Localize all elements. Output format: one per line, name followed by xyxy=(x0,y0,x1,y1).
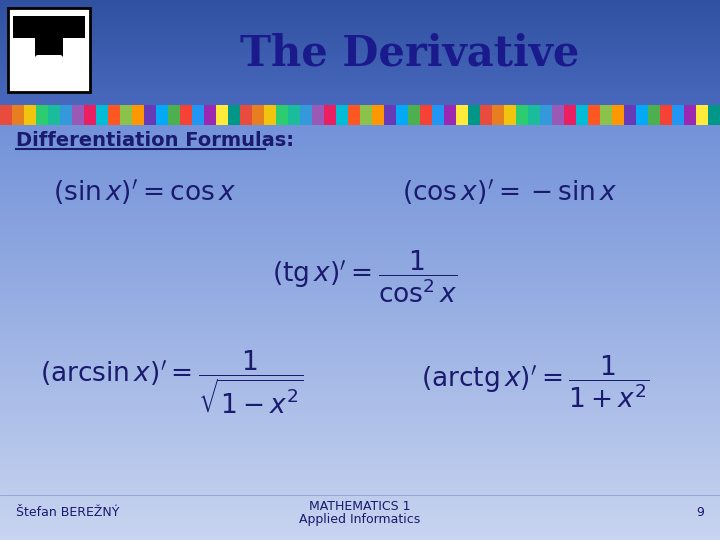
Bar xyxy=(300,105,312,125)
Bar xyxy=(144,105,156,125)
Bar xyxy=(108,105,120,125)
Text: $(\arcsin x)^{\prime} = \dfrac{1}{\sqrt{1-x^2}}$: $(\arcsin x)^{\prime} = \dfrac{1}{\sqrt{… xyxy=(40,348,304,415)
Bar xyxy=(0,0,720,110)
Bar xyxy=(600,105,613,125)
Bar xyxy=(24,105,37,125)
FancyBboxPatch shape xyxy=(35,55,63,85)
Bar xyxy=(408,105,420,125)
Bar xyxy=(276,105,289,125)
Bar xyxy=(288,105,300,125)
Bar xyxy=(396,105,408,125)
Bar xyxy=(540,105,552,125)
Bar xyxy=(132,105,145,125)
Bar xyxy=(180,105,192,125)
Bar xyxy=(696,105,708,125)
Text: The Derivative: The Derivative xyxy=(240,32,580,74)
Text: Štefan BEREŽNÝ: Štefan BEREŽNÝ xyxy=(16,505,120,518)
Text: MATHEMATICS 1: MATHEMATICS 1 xyxy=(310,501,410,514)
Bar xyxy=(336,105,348,125)
Bar xyxy=(468,105,480,125)
Bar xyxy=(252,105,264,125)
Bar xyxy=(156,105,168,125)
Bar xyxy=(432,105,444,125)
Text: $(\cos x)^{\prime} = -\sin x$: $(\cos x)^{\prime} = -\sin x$ xyxy=(402,177,618,207)
Bar xyxy=(684,105,696,125)
Bar xyxy=(504,105,516,125)
Bar xyxy=(480,105,492,125)
Bar xyxy=(48,105,60,125)
Bar xyxy=(12,105,24,125)
Bar xyxy=(96,105,109,125)
Bar xyxy=(0,105,12,125)
Bar xyxy=(264,105,276,125)
Text: $(\mathrm{arctg}\, x)^{\prime} = \dfrac{1}{1+x^2}$: $(\mathrm{arctg}\, x)^{\prime} = \dfrac{… xyxy=(421,354,649,410)
Bar xyxy=(564,105,577,125)
Bar xyxy=(444,105,456,125)
Text: Applied Informatics: Applied Informatics xyxy=(300,514,420,526)
Bar xyxy=(624,105,636,125)
Bar xyxy=(240,105,253,125)
Bar xyxy=(708,105,720,125)
Bar xyxy=(192,105,204,125)
Bar xyxy=(384,105,397,125)
Bar xyxy=(60,105,73,125)
Bar xyxy=(216,105,228,125)
Bar xyxy=(312,105,325,125)
Bar xyxy=(672,105,685,125)
Bar xyxy=(204,105,217,125)
Bar xyxy=(228,105,240,125)
Bar xyxy=(456,105,469,125)
Bar xyxy=(72,105,84,125)
Bar xyxy=(8,8,90,92)
Bar xyxy=(648,105,660,125)
Bar xyxy=(516,105,528,125)
Bar xyxy=(36,105,48,125)
Text: $(\sin x)^{\prime} = \cos x$: $(\sin x)^{\prime} = \cos x$ xyxy=(53,177,237,207)
Bar xyxy=(492,105,505,125)
Bar xyxy=(360,105,372,125)
Bar xyxy=(420,105,433,125)
Bar xyxy=(372,105,384,125)
Bar xyxy=(35,36,63,80)
Bar xyxy=(588,105,600,125)
Text: 9: 9 xyxy=(696,505,704,518)
Bar xyxy=(168,105,181,125)
Bar xyxy=(576,105,588,125)
Bar xyxy=(636,105,649,125)
Bar xyxy=(120,105,132,125)
Bar xyxy=(612,105,624,125)
Bar xyxy=(552,105,564,125)
Bar xyxy=(528,105,541,125)
Bar xyxy=(348,105,361,125)
Bar xyxy=(324,105,336,125)
Text: Differentiation Formulas:: Differentiation Formulas: xyxy=(16,131,294,150)
Bar xyxy=(13,16,85,38)
Bar xyxy=(660,105,672,125)
Text: $(\mathrm{tg}\, x)^{\prime} = \dfrac{1}{\cos^2 x}$: $(\mathrm{tg}\, x)^{\prime} = \dfrac{1}{… xyxy=(272,248,458,306)
Bar xyxy=(84,105,96,125)
